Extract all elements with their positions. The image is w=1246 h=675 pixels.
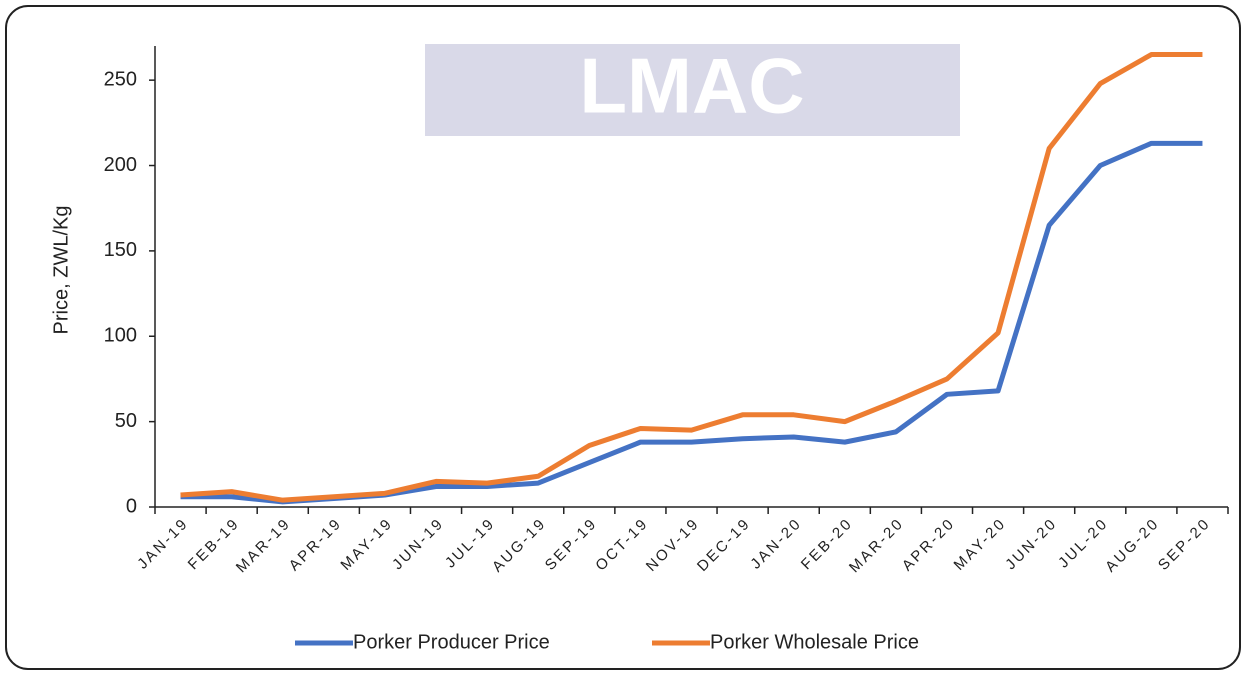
y-tick-label: 250	[104, 68, 137, 90]
y-tick-label: 150	[104, 239, 137, 261]
series-line	[180, 52, 1203, 503]
legend-label: Porker Wholesale Price	[710, 631, 919, 653]
y-axis-label: Price, ZWL/Kg	[50, 206, 72, 335]
legend-label: Porker Producer Price	[353, 631, 550, 653]
y-tick-label: 50	[115, 410, 137, 432]
y-tick-label: 100	[104, 325, 137, 347]
y-tick-label: 0	[126, 495, 137, 517]
chart-border	[5, 5, 1241, 670]
logo: LMAC	[579, 42, 804, 130]
y-tick-label: 200	[104, 154, 137, 176]
logo-background	[425, 44, 960, 136]
